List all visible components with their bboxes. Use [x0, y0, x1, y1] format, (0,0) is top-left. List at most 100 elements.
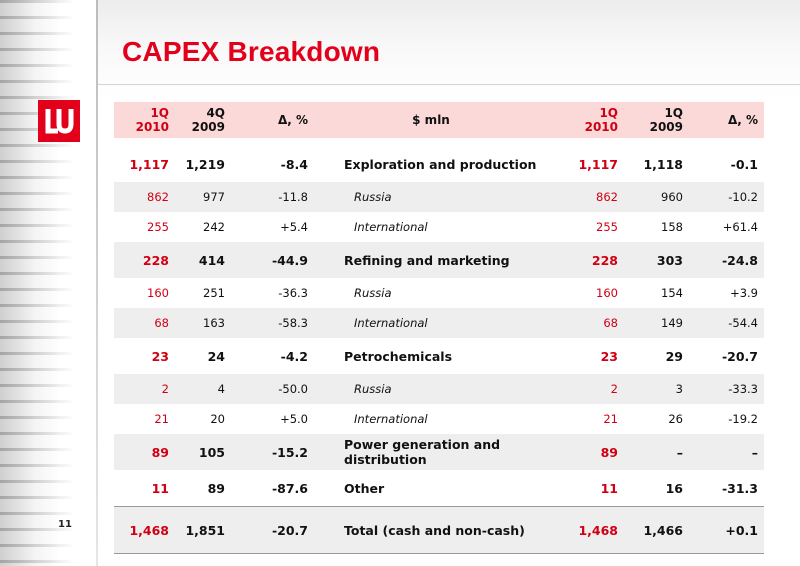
table-row: 89 105 -15.2 Power generation and distribut… [114, 434, 764, 470]
cell: 862 [596, 190, 618, 204]
cell: 21 [603, 412, 618, 426]
title-underline [98, 84, 800, 85]
cell: 303 [656, 252, 683, 268]
cell: 1,851 [185, 522, 225, 538]
cell: 977 [203, 190, 225, 204]
cell: 29 [665, 348, 683, 364]
cell: 4 [217, 382, 225, 396]
table-row: 255 242 +5.4 International 255 158 +61.4 [114, 212, 764, 242]
cell: 11 [151, 480, 169, 496]
row-label: Russia [354, 190, 392, 204]
cell: 1,117 [578, 156, 618, 172]
header-1q-2009: 1Q 2009 [649, 106, 683, 134]
cell: 228 [591, 252, 618, 268]
cell: -50.0 [278, 382, 308, 396]
cell: -0.1 [730, 156, 758, 172]
row-label: Refining and marketing [344, 252, 510, 268]
cell: 1,468 [129, 522, 169, 538]
cell: 16 [665, 480, 683, 496]
header-1q-2010-left: 1Q 2010 [135, 106, 169, 134]
cell: 414 [198, 252, 225, 268]
cell: 2 [161, 382, 169, 396]
cell: -87.6 [271, 480, 308, 496]
cell: 89 [600, 444, 618, 460]
table-row: 2 4 -50.0 Russia 2 3 -33.3 [114, 374, 764, 404]
cell: +0.1 [725, 522, 758, 538]
lukoil-logo-icon [38, 100, 80, 142]
row-label: Russia [354, 286, 392, 300]
row-label: Russia [354, 382, 392, 396]
left-decor-stripes [0, 0, 100, 566]
row-label: Exploration and production [344, 156, 537, 172]
cell: -24.8 [721, 252, 758, 268]
cell: -44.9 [271, 252, 308, 268]
cell: 149 [661, 316, 683, 330]
table-header: 1Q 2010 4Q 2009 Δ, % $ mln 1Q 2010 1Q 2009 Δ… [114, 102, 764, 138]
cell: 242 [203, 220, 225, 234]
cell: 20 [210, 412, 225, 426]
cell: -20.7 [721, 348, 758, 364]
cell: 960 [661, 190, 683, 204]
cell: 255 [596, 220, 618, 234]
cell: 26 [668, 412, 683, 426]
cell: 1,117 [129, 156, 169, 172]
cell: 23 [600, 348, 618, 364]
cell: – [751, 444, 758, 460]
cell: 23 [151, 348, 169, 364]
row-label: International [354, 412, 428, 426]
cell: 24 [207, 348, 225, 364]
cell: -36.3 [278, 286, 308, 300]
table-row: 160 251 -36.3 Russia 160 154 +3.9 [114, 278, 764, 308]
cell: 251 [203, 286, 225, 300]
cell: 2 [610, 382, 618, 396]
table-row: 228 414 -44.9 Refining and marketing 228 303 -… [114, 242, 764, 278]
cell: -4.2 [280, 348, 308, 364]
capex-table: 1Q 2010 4Q 2009 Δ, % $ mln 1Q 2010 1Q 2009 Δ… [114, 102, 764, 554]
cell: -33.3 [728, 382, 758, 396]
table-row: 1,117 1,219 -8.4 Exploration and production… [114, 146, 764, 182]
cell: -54.4 [728, 316, 758, 330]
cell: -31.3 [721, 480, 758, 496]
table-row: 21 20 +5.0 International 21 26 -19.2 [114, 404, 764, 434]
header-4q-2009: 4Q 2009 [191, 106, 225, 134]
cell: 158 [661, 220, 683, 234]
cell: 1,219 [185, 156, 225, 172]
cell: 154 [661, 286, 683, 300]
cell: 160 [147, 286, 169, 300]
table-row: 11 89 -87.6 Other 11 16 -31.3 [114, 470, 764, 506]
cell: -8.4 [280, 156, 308, 172]
header-usd-mln: $ mln [412, 113, 450, 127]
cell: -10.2 [728, 190, 758, 204]
cell: -20.7 [271, 522, 308, 538]
cell: 1,468 [578, 522, 618, 538]
row-label: International [354, 316, 428, 330]
table-row: 68 163 -58.3 International 68 149 -54.4 [114, 308, 764, 338]
cell: 255 [147, 220, 169, 234]
row-label: Petrochemicals [344, 348, 453, 364]
header-delta-left: Δ, % [277, 113, 308, 127]
cell: -19.2 [728, 412, 758, 426]
cell: -11.8 [278, 190, 308, 204]
cell: -15.2 [271, 444, 308, 460]
slide-title: CAPEX Breakdown [122, 36, 381, 67]
cell: 1,118 [643, 156, 683, 172]
cell: 11 [600, 480, 618, 496]
header-delta-right: Δ, % [727, 113, 758, 127]
left-divider-line [96, 0, 98, 566]
cell: 89 [151, 444, 169, 460]
cell: 228 [142, 252, 169, 268]
cell: 160 [596, 286, 618, 300]
page-number: 11 [58, 519, 72, 530]
table-row-total: 1,468 1,851 -20.7 Total (cash and non-cash)… [114, 506, 764, 554]
row-label: Other [344, 480, 385, 496]
cell: 3 [675, 382, 683, 396]
cell: 68 [603, 316, 618, 330]
title-band [98, 0, 800, 100]
header-1q-2010-right: 1Q 2010 [584, 106, 618, 134]
row-label: Power generation and distribution [344, 437, 501, 467]
cell: 163 [203, 316, 225, 330]
cell: – [676, 444, 683, 460]
table-row: 862 977 -11.8 Russia 862 960 -10.2 [114, 182, 764, 212]
cell: +61.4 [722, 220, 758, 234]
cell: +5.0 [280, 412, 308, 426]
